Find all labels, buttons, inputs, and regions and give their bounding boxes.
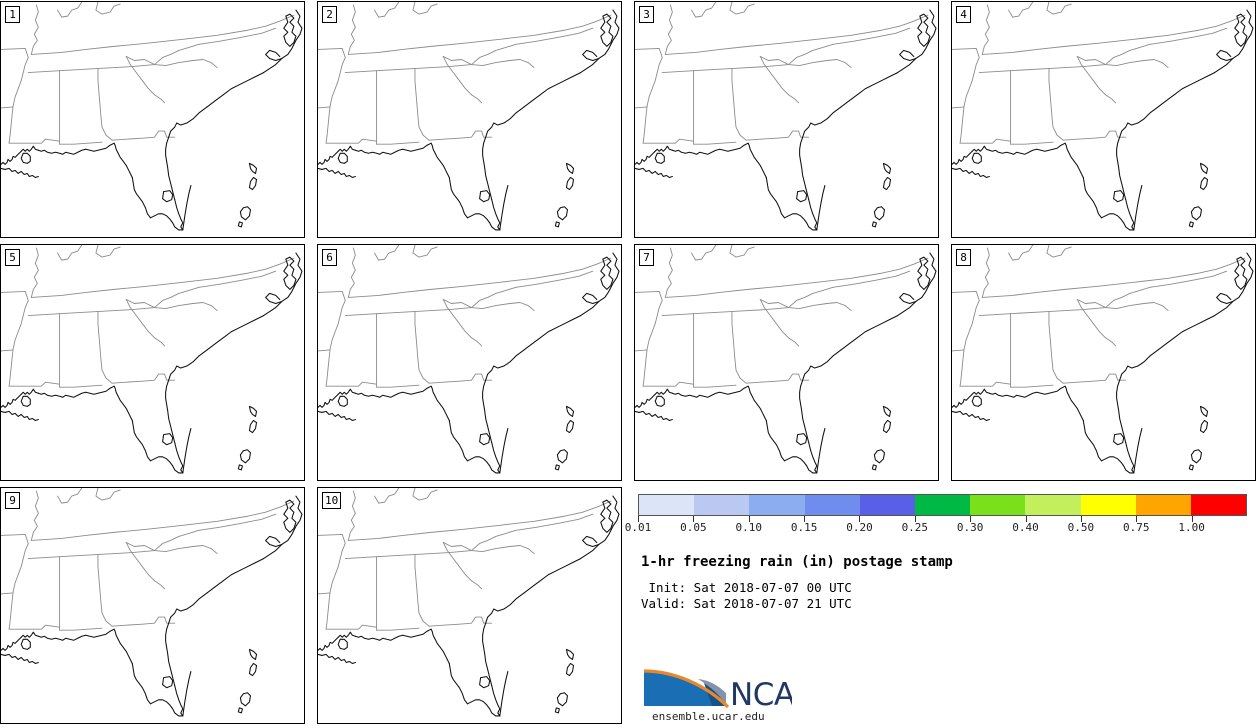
colorbar-label-0.75: 0.75 (1123, 521, 1150, 534)
panel-number-label-10: 10 (322, 492, 342, 509)
colorbar-ticks (638, 516, 1247, 522)
colorbar-tick-3 (804, 516, 806, 522)
colorbar-segment-2 (749, 495, 805, 515)
colorbar-tick-6 (970, 516, 972, 522)
map-outline-4 (952, 2, 1254, 231)
map-panel-8[interactable]: 8 (951, 244, 1256, 481)
ncar-logo: NCAR (642, 663, 792, 709)
colorbar-tick-5 (914, 516, 916, 522)
colorbar-segment-3 (804, 495, 860, 515)
map-panel-10[interactable]: 10 (317, 487, 622, 724)
valid-time-label: Valid: Sat 2018-07-07 21 UTC (641, 596, 852, 611)
map-outline-9 (1, 488, 303, 717)
colorbar-label-0.20: 0.20 (846, 521, 873, 534)
map-panel-3[interactable]: 3 (634, 1, 939, 238)
map-outline-1 (1, 2, 303, 231)
colorbar-segment-10 (1190, 495, 1247, 515)
colorbar-segment-9 (1135, 495, 1191, 515)
panel-number-label-6: 6 (322, 249, 337, 266)
map-panel-4[interactable]: 4 (951, 1, 1256, 238)
product-title: 1-hr freezing rain (in) postage stamp (641, 554, 953, 570)
panel-number-label-1: 1 (5, 6, 20, 23)
colorbar-label-0.01: 0.01 (624, 521, 652, 534)
colorbar-tick-4 (859, 516, 861, 522)
colorbar-segment-6 (970, 495, 1026, 515)
panel-number-label-2: 2 (322, 6, 337, 23)
panel-number-label-9: 9 (5, 492, 20, 509)
colorbar-tick-0 (638, 516, 639, 522)
colorbar-tick-1 (693, 516, 695, 522)
colorbar-label-0.30: 0.30 (956, 521, 984, 534)
colorbar-tick-2 (748, 516, 750, 522)
panel-number-label-7: 7 (639, 249, 654, 266)
colorbar-label-0.25: 0.25 (901, 521, 929, 534)
colorbar-label-0.05: 0.05 (680, 521, 707, 534)
colorbar-tick-9 (1136, 516, 1138, 522)
colorbar-segment-5 (914, 495, 971, 515)
panel-number-label-4: 4 (956, 6, 971, 23)
colorbar-tick-labels: 0.01 0.05 0.10 0.15 0.20 0.25 0.30 0.40 0.50 0.75… (625, 521, 1247, 537)
map-panel-5[interactable]: 5 (0, 244, 305, 481)
map-outline-10 (318, 488, 620, 717)
colorbar-segment-1 (694, 495, 750, 515)
panel-number-label-5: 5 (5, 249, 20, 266)
map-outline-7 (635, 245, 937, 474)
map-outline-8 (952, 245, 1254, 474)
colorbar-tick-7 (1025, 516, 1027, 522)
colorbar-gradient (638, 494, 1247, 516)
panel-number-label-3: 3 (639, 6, 654, 23)
map-panel-9[interactable]: 9 (0, 487, 305, 724)
colorbar-segment-4 (859, 495, 915, 515)
map-outline-5 (1, 245, 303, 474)
logo-url-label: ensemble.ucar.edu (652, 710, 765, 723)
map-outline-3 (635, 2, 937, 231)
init-time-label: Init: Sat 2018-07-07 00 UTC (641, 580, 852, 595)
colorbar-label-1.00: 1.00 (1178, 521, 1205, 534)
map-panel-6[interactable]: 6 (317, 244, 622, 481)
map-panel-7[interactable]: 7 (634, 244, 939, 481)
colorbar-label-0.40: 0.40 (1012, 521, 1039, 534)
panel-number-label-8: 8 (956, 249, 971, 266)
map-outline-2 (318, 2, 620, 231)
colorbar-tick-8 (1080, 516, 1082, 522)
colorbar-label-0.15: 0.15 (790, 521, 818, 534)
svg-text:NCAR: NCAR (730, 677, 792, 709)
colorbar-segment-0 (639, 495, 695, 515)
colorbar-segment-8 (1080, 495, 1136, 515)
colorbar: 0.01 0.05 0.10 0.15 0.20 0.25 0.30 0.40 0.50 0.75… (625, 494, 1247, 538)
colorbar-label-0.50: 0.50 (1067, 521, 1095, 534)
map-panel-1[interactable]: 1 (0, 1, 305, 238)
map-outline-6 (318, 245, 620, 474)
colorbar-label-0.10: 0.10 (735, 521, 762, 534)
colorbar-segment-7 (1025, 495, 1081, 515)
map-panel-2[interactable]: 2 (317, 1, 622, 238)
colorbar-tick-10 (1191, 516, 1193, 522)
